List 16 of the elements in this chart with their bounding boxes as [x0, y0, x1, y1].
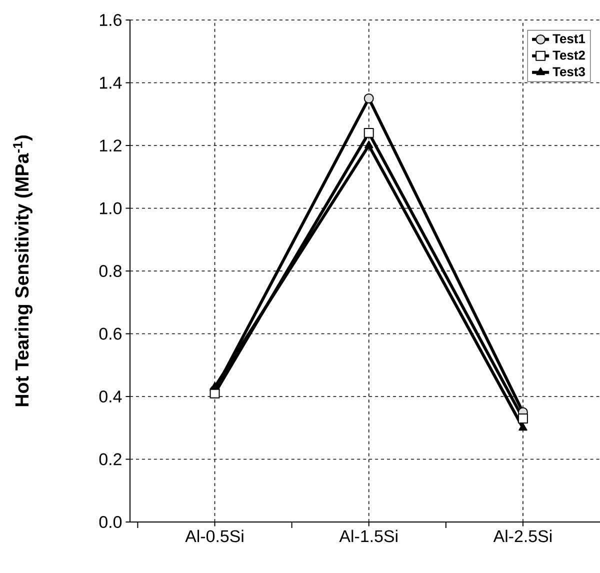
- y-tick-label: 1.6: [100, 14, 122, 26]
- legend-label: Test1: [552, 34, 586, 44]
- legend-label: Test3: [552, 67, 585, 76]
- x-tick-label: Al-2.5Si: [493, 530, 552, 542]
- x-tick-label: Al-0.5Si: [185, 530, 244, 542]
- y-axis-title: Hot Tearing Sensitivity (MPa$^{-1}$): [13, 136, 32, 406]
- y-tick-label: 0.4: [99, 390, 122, 402]
- x-tick-label: Al-1.5Si: [339, 530, 398, 542]
- legend-label: Test2: [552, 50, 585, 60]
- y-tick-label: 1.4: [100, 76, 122, 89]
- y-tick-label: 1.0: [100, 202, 122, 214]
- y-tick-label: 0.8: [99, 265, 122, 277]
- y-tick-label: 0.0: [99, 516, 122, 528]
- y-tick-label: 0.2: [99, 453, 122, 466]
- y-tick-label: 0.6: [99, 328, 122, 340]
- y-tick-label: 1.2: [100, 140, 122, 152]
